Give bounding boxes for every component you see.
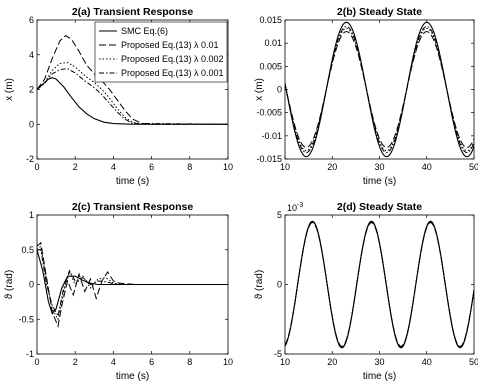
y-tick-label: 6	[29, 15, 34, 25]
series-line-3	[285, 221, 474, 348]
x-tick-label: 40	[422, 357, 432, 367]
y-axis-label: ϑ (rad)	[4, 270, 15, 299]
x-tick-label: 8	[187, 162, 192, 172]
x-tick-label: 10	[223, 357, 233, 367]
chart-title: 2(a) Transient Response	[72, 6, 194, 18]
x-tick-label: 2	[73, 162, 78, 172]
series-line-0	[37, 77, 228, 125]
legend-entry-2: Proposed Eq.(13) λ 0.002	[121, 54, 224, 64]
x-tick-label: 4	[111, 162, 116, 172]
series-line-1	[37, 35, 228, 125]
y-tick-label: -0.005	[256, 108, 282, 118]
x-tick-label: 50	[469, 357, 478, 367]
axis-exponent-power: -3	[297, 202, 303, 209]
series-line-2	[285, 27, 474, 152]
y-tick-label: 0	[277, 85, 282, 95]
series-group	[285, 220, 474, 349]
x-tick-label: 10	[280, 162, 290, 172]
series-group	[37, 35, 228, 125]
chart-title: 2(b) Steady State	[337, 6, 422, 18]
legend-box	[94, 21, 228, 83]
y-tick-label: 0	[277, 280, 282, 290]
x-tick-label: 6	[149, 162, 154, 172]
x-tick-label: 30	[374, 162, 384, 172]
y-tick-label: -2	[26, 154, 34, 164]
x-tick-label: 50	[469, 162, 478, 172]
legend-entry-1: Proposed Eq.(13) λ 0.01	[121, 40, 219, 50]
y-tick-label: -5	[274, 349, 282, 359]
y-axis-label: x (m)	[254, 78, 265, 101]
x-tick-label: 10	[280, 357, 290, 367]
y-tick-label: 5	[277, 210, 282, 220]
series-line-3	[285, 25, 474, 154]
series-group	[285, 21, 474, 158]
series-group	[37, 241, 228, 328]
x-axis-label: time (s)	[363, 371, 396, 382]
legend: SMC Eq.(6) Proposed Eq.(13) λ 0.01 Propose…	[94, 21, 228, 83]
series-line-1	[285, 31, 474, 148]
x-axis-label: time (s)	[116, 371, 149, 382]
chart-title: 2(d) Steady State	[337, 201, 422, 213]
y-tick-label: 0.015	[259, 15, 282, 25]
x-tick-label: 6	[149, 357, 154, 367]
x-tick-label: 0	[34, 162, 39, 172]
x-axis-label: time (s)	[116, 176, 149, 187]
chart-panel-1: 10 20 30 40 50 -0.015 -0.01 -0.005 0 0.005 0.01 0.0…	[254, 6, 478, 187]
y-tick-label: -0.01	[261, 131, 282, 141]
x-tick-label: 2	[73, 357, 78, 367]
chart-panel-2: 0 2 4 6 8 10 -1 -0.5 0 0.5 1 2(c) Transient Respons…	[4, 201, 233, 382]
x-tick-label: 20	[327, 162, 337, 172]
axis-exponent-base: 10	[287, 203, 297, 213]
y-tick-label: 0.005	[259, 61, 282, 71]
axis-exponent: 10-3	[287, 202, 303, 213]
x-axis-label: time (s)	[363, 176, 396, 187]
y-tick-label: 0	[29, 280, 34, 290]
y-tick-label: 0.01	[264, 38, 282, 48]
y-axis-label: ϑ (rad)	[254, 270, 265, 299]
series-line-2	[37, 62, 228, 125]
y-tick-label: 2	[29, 85, 34, 95]
series-line-3	[37, 249, 228, 318]
y-tick-label: -1	[26, 349, 34, 359]
x-tick-label: 40	[422, 162, 432, 172]
legend-entry-0: SMC Eq.(6)	[121, 26, 168, 36]
y-tick-label: 4	[29, 50, 34, 60]
y-axis-label: x (m)	[4, 78, 15, 101]
chart-panel-3: 10 20 30 40 50 -5 0 5 2(d) Steady State time (s) ϑ…	[254, 201, 478, 382]
x-tick-label: 20	[327, 357, 337, 367]
y-tick-label: 0.5	[21, 245, 34, 255]
y-tick-label: -0.5	[18, 314, 34, 324]
series-line-3	[37, 68, 228, 125]
y-tick-label: 1	[29, 210, 34, 220]
x-tick-label: 0	[34, 357, 39, 367]
x-tick-label: 30	[374, 357, 384, 367]
y-tick-label: -0.015	[256, 154, 282, 164]
x-tick-label: 4	[111, 357, 116, 367]
x-tick-label: 10	[223, 162, 233, 172]
chart-title: 2(c) Transient Response	[72, 201, 194, 213]
series-line-0	[285, 21, 474, 158]
y-tick-label: 0	[29, 119, 34, 129]
x-tick-label: 8	[187, 357, 192, 367]
series-line-1	[37, 241, 228, 328]
legend-entry-3: Proposed Eq.(13) λ 0.001	[121, 68, 224, 78]
